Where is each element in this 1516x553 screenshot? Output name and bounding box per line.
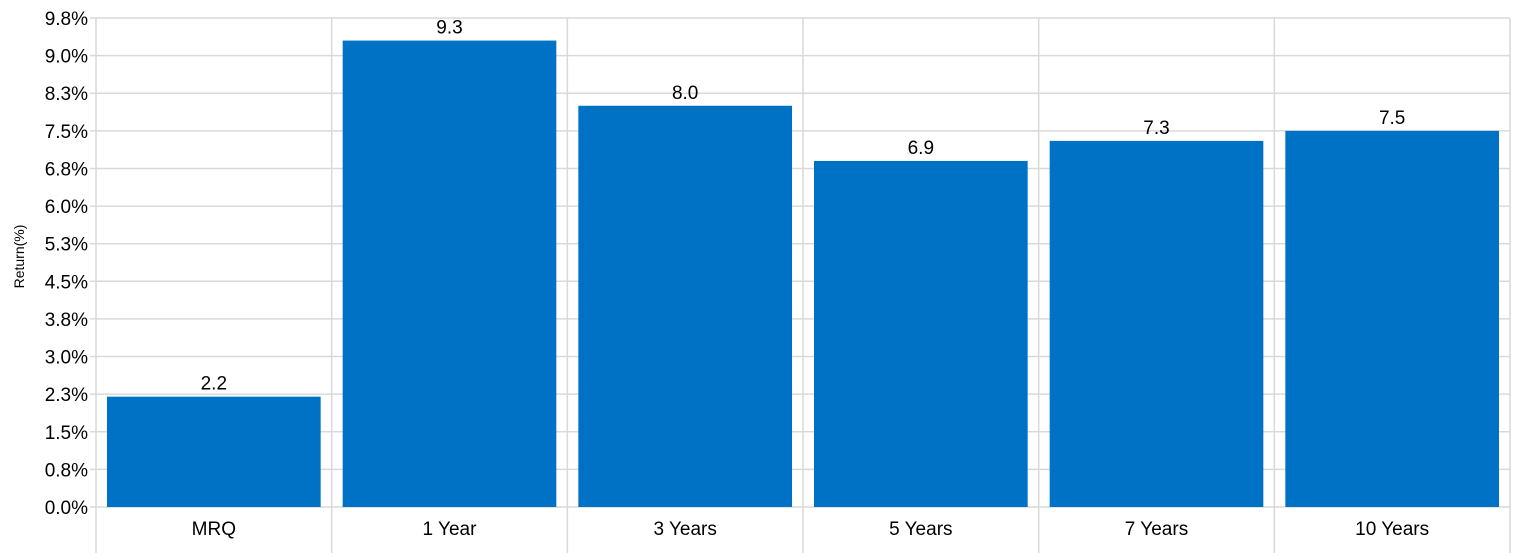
x-category-label: 1 Year: [423, 519, 478, 540]
bar: [814, 160, 1028, 507]
bar: [578, 105, 792, 508]
bar-value-label: 7.3: [1143, 118, 1169, 139]
y-tick-label: 5.3%: [45, 235, 88, 256]
y-axis-title: Return(%): [11, 225, 27, 289]
y-tick-label: 3.0%: [45, 348, 88, 369]
y-tick-label: 6.8%: [45, 159, 88, 180]
bar: [1285, 130, 1499, 507]
bar-value-label: 7.5: [1379, 108, 1405, 129]
x-category-label: MRQ: [192, 519, 236, 540]
bar-layer: [107, 40, 1499, 508]
y-tick-label: 1.5%: [45, 423, 88, 444]
bar: [342, 40, 557, 508]
y-tick-label: 4.5%: [45, 272, 88, 293]
grid-layer: [90, 17, 1511, 553]
y-tick-label: 8.3%: [45, 84, 88, 105]
y-tick-label: 9.0%: [45, 47, 88, 68]
y-tick-label: 2.3%: [45, 385, 88, 406]
bar-value-label: 6.9: [908, 138, 934, 159]
y-tick-label: 0.8%: [45, 460, 88, 481]
y-tick-label: 3.8%: [45, 310, 88, 331]
bar: [107, 396, 321, 507]
bar: [1049, 140, 1264, 507]
bar-value-label: 8.0: [672, 83, 698, 104]
x-category-label: 10 Years: [1355, 519, 1429, 540]
x-category-label: 5 Years: [889, 519, 952, 540]
label-layer: 0.0% 0.8% 1.5% 2.3% 3.0% 3.8% 4.5% 5.3% 6.0% 6.8%…: [45, 9, 1429, 540]
bar-value-label: 9.3: [436, 18, 462, 39]
x-category-label: 3 Years: [653, 519, 716, 540]
y-tick-label: 9.8%: [45, 9, 88, 30]
x-category-label: 7 Years: [1125, 519, 1188, 540]
bar-value-label: 2.2: [201, 374, 227, 395]
y-tick-label: 7.5%: [45, 122, 88, 143]
y-tick-label: 6.0%: [45, 197, 88, 218]
y-tick-label: 0.0%: [45, 498, 88, 519]
